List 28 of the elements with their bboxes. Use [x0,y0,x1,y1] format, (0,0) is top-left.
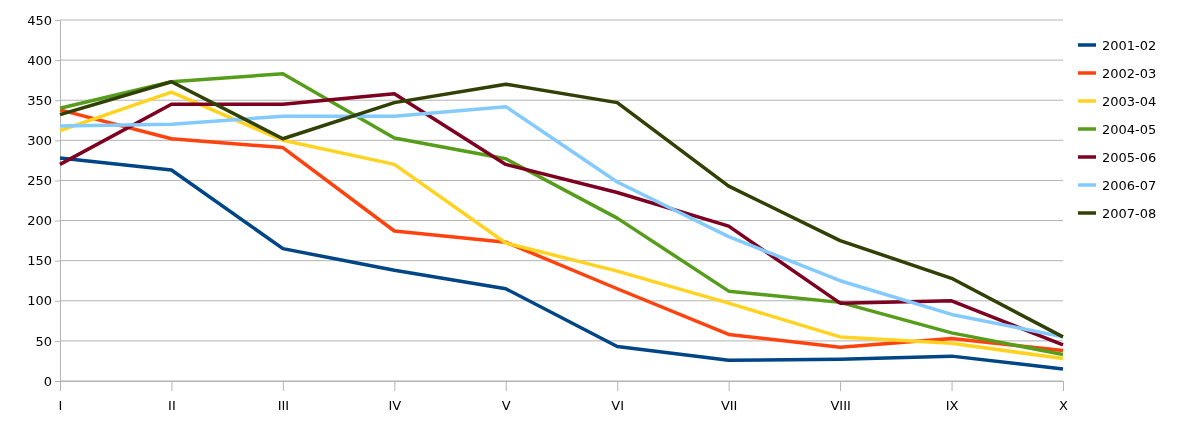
legend-label: 2001-02 [1102,38,1157,53]
y-tick-label: 400 [27,52,52,68]
y-tick-label: 100 [27,293,52,309]
legend-label: 2007-08 [1102,206,1157,221]
legend-label: 2004-05 [1102,122,1157,137]
legend-label: 2003-04 [1102,94,1157,109]
y-tick-label: 50 [35,333,52,349]
y-tick-label: 450 [27,12,52,28]
x-tick-label: VI [611,397,625,413]
y-tick-label: 150 [27,253,52,269]
legend-label: 2006-07 [1102,178,1157,193]
y-tick-label: 300 [27,132,52,148]
y-tick-label: 250 [27,173,52,189]
x-tick-label: IV [388,397,402,413]
x-tick-label: V [501,397,511,413]
y-tick-label: 350 [27,92,52,108]
legend-label: 2002-03 [1102,66,1157,81]
x-tick-label: III [277,397,290,413]
x-tick-label: VIII [830,397,851,413]
x-tick-label: IX [945,397,959,413]
x-tick-label: II [168,397,176,413]
line-series [58,156,1065,371]
y-tick-label: 200 [27,213,52,229]
x-tick-label: I [58,397,63,413]
legend-label: 2005-06 [1102,150,1157,165]
y-tick-label: 0 [43,373,52,389]
x-tick-label: VII [720,397,738,413]
x-tick-label: X [1059,397,1069,413]
